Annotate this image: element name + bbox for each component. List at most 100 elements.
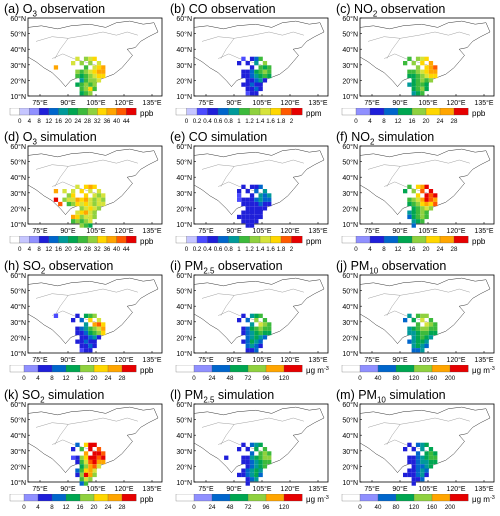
lat-tick-label: 30°N — [176, 448, 192, 456]
data-cell — [237, 197, 242, 202]
data-cell — [241, 56, 246, 61]
panel-title-text: (i) PM — [170, 259, 204, 273]
data-cell — [428, 78, 434, 83]
colorbar-swatch — [175, 494, 195, 502]
data-cell — [258, 313, 263, 318]
data-cell — [415, 330, 421, 336]
panel-title-text: (h) SO — [4, 259, 41, 273]
data-cell — [415, 339, 421, 344]
colorbar-tick-label: 28 — [84, 246, 91, 253]
data-cell — [411, 481, 416, 486]
data-cell — [428, 326, 434, 331]
panel-title-text: (e) CO simulation — [170, 130, 268, 144]
data-cell — [254, 339, 259, 344]
colorbar-swatch — [383, 236, 399, 244]
coastline — [359, 277, 491, 349]
lon-tick-label: 90°E — [226, 99, 242, 107]
colorbar-unit: μg m-3 — [472, 366, 495, 375]
lat-tick-label: 40°N — [10, 174, 26, 182]
lon-tick-label: 105°E — [418, 356, 437, 364]
data-cell — [75, 468, 80, 473]
lon-tick-label: 135°E — [308, 227, 327, 235]
data-cell — [245, 73, 250, 79]
data-cell — [420, 464, 425, 469]
coastline — [193, 148, 325, 220]
colorbar-tick-label: 0.6 — [214, 246, 223, 253]
data-cell — [92, 455, 97, 460]
data-cell — [428, 330, 434, 336]
data-cell — [92, 201, 97, 207]
data-cell — [267, 326, 272, 331]
colorbar-unit-text: ppm — [306, 237, 322, 246]
data-cell — [433, 65, 438, 70]
data-cell — [249, 82, 255, 87]
data-cell — [249, 459, 255, 465]
colorbar-tick-label: 8 — [50, 504, 54, 511]
data-cell — [241, 184, 246, 189]
colorbar-swatch — [265, 494, 285, 502]
colorbar-tick-label: 1 — [237, 118, 241, 125]
panel-title: (m) PM10 simulation — [336, 388, 446, 408]
data-cell — [92, 210, 97, 215]
lon-tick-label: 135°E — [474, 227, 493, 235]
data-cell — [88, 326, 93, 331]
data-cell — [96, 193, 102, 198]
colorbar: 0 4 8 12 16 20 24 28 ppb — [9, 494, 154, 511]
colorbar-swatch — [259, 108, 271, 116]
data-cell — [415, 201, 421, 207]
country-border — [386, 424, 401, 445]
data-cell — [424, 464, 429, 469]
map-panel: (l) PM2.5 simulation 60°N 50°N 40°N 30°N 20°N… — [168, 388, 332, 516]
data-cell — [420, 447, 425, 452]
map-plot: 60°N 50°N 40°N 30°N 20°N 10°N 75°E 90°E 105°E 120… — [176, 144, 329, 235]
colorbar-unit-text: ppb — [140, 366, 154, 375]
data-cell — [415, 322, 421, 327]
lon-tick-label: 135°E — [474, 485, 493, 493]
colorbar: 0 24 48 72 96 120 μg m-3 — [175, 365, 329, 382]
colorbar-tick-label: 120 — [409, 504, 420, 511]
data-cell — [83, 78, 89, 83]
data-cell — [262, 206, 268, 211]
lon-tick-label: 75°E — [198, 227, 214, 235]
data-cell — [411, 468, 416, 473]
colorbar: 0 24 48 72 96 120 μg m-3 — [175, 494, 329, 511]
lat-tick-label: 20°N — [176, 205, 192, 213]
data-cell — [258, 472, 263, 478]
colorbar-unit-text: ppb — [472, 109, 486, 118]
data-cell — [83, 91, 89, 96]
data-cell — [249, 223, 255, 228]
colorbar-tick-label: 0.6 — [214, 118, 223, 125]
data-cell — [420, 335, 425, 340]
lon-tick-label: 75°E — [32, 227, 48, 235]
lat-tick-label: 50°N — [342, 159, 358, 167]
panel-title: (i) PM2.5 observation — [170, 259, 283, 279]
data-cell — [241, 472, 246, 478]
data-cell — [92, 313, 97, 318]
data-cell — [420, 313, 425, 318]
panel-title: (j) PM10 observation — [336, 259, 446, 279]
colorbar-swatch — [359, 494, 379, 502]
data-cell — [258, 206, 263, 211]
data-cell — [92, 197, 97, 202]
data-cell — [411, 61, 416, 66]
colorbar-swatch — [211, 365, 231, 373]
data-cell — [92, 343, 97, 349]
colorbar-tick-label: 16 — [55, 246, 62, 253]
data-cell — [420, 184, 425, 189]
colorbar-tick-label: 200 — [445, 504, 456, 511]
data-cell — [249, 56, 255, 61]
data-cell — [62, 197, 67, 202]
colorbar: 0 40 80 120 160 200 μg m-3 — [341, 365, 495, 382]
lat-tick-label: 40°N — [10, 432, 26, 440]
colorbar-swatch — [341, 108, 357, 116]
panel-title: (h) SO2 observation — [4, 259, 113, 279]
colorbar-tick-label: 20 — [423, 118, 430, 125]
data-cell — [428, 69, 434, 74]
lon-tick-label: 75°E — [364, 99, 380, 107]
data-cell — [249, 472, 255, 478]
lon-tick-label: 90°E — [60, 99, 76, 107]
lon-tick-label: 105°E — [418, 485, 437, 493]
data-cell — [407, 214, 412, 220]
data-cell — [428, 73, 434, 79]
colorbar-tick-label: 1.4 — [256, 118, 265, 125]
